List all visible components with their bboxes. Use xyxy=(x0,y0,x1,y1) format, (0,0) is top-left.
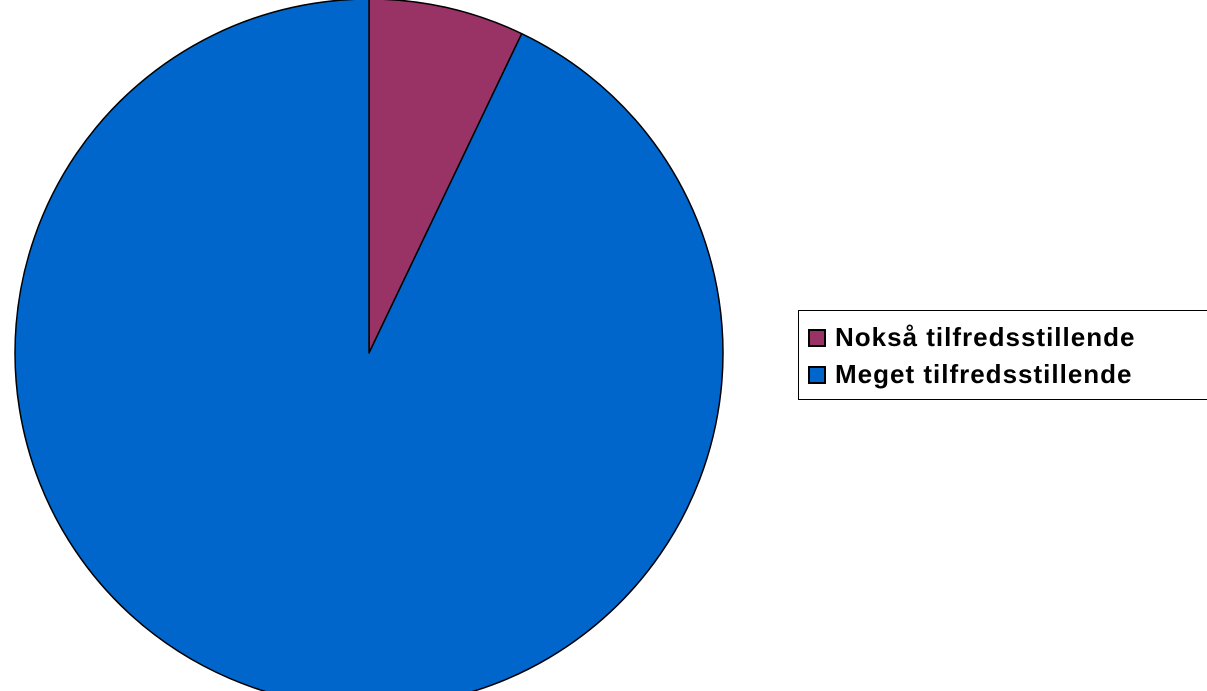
pie-slices xyxy=(14,0,724,691)
legend-swatch-meget xyxy=(808,365,826,384)
legend-label-meget: Meget tilfredsstillende xyxy=(835,359,1133,389)
legend-item-noksaa: Nokså tilfredsstillende xyxy=(808,319,1207,356)
pie-slice-noksaa-tilfredsstillende xyxy=(368,0,523,354)
pie-slice-meget-tilfredsstillende xyxy=(14,0,724,691)
legend-item-meget: Meget tilfredsstillende xyxy=(808,356,1207,393)
legend-swatch-noksaa xyxy=(808,328,826,347)
legend: Nokså tilfredsstillende Meget tilfredsst… xyxy=(798,310,1207,400)
legend-label-noksaa: Nokså tilfredsstillende xyxy=(835,322,1136,352)
